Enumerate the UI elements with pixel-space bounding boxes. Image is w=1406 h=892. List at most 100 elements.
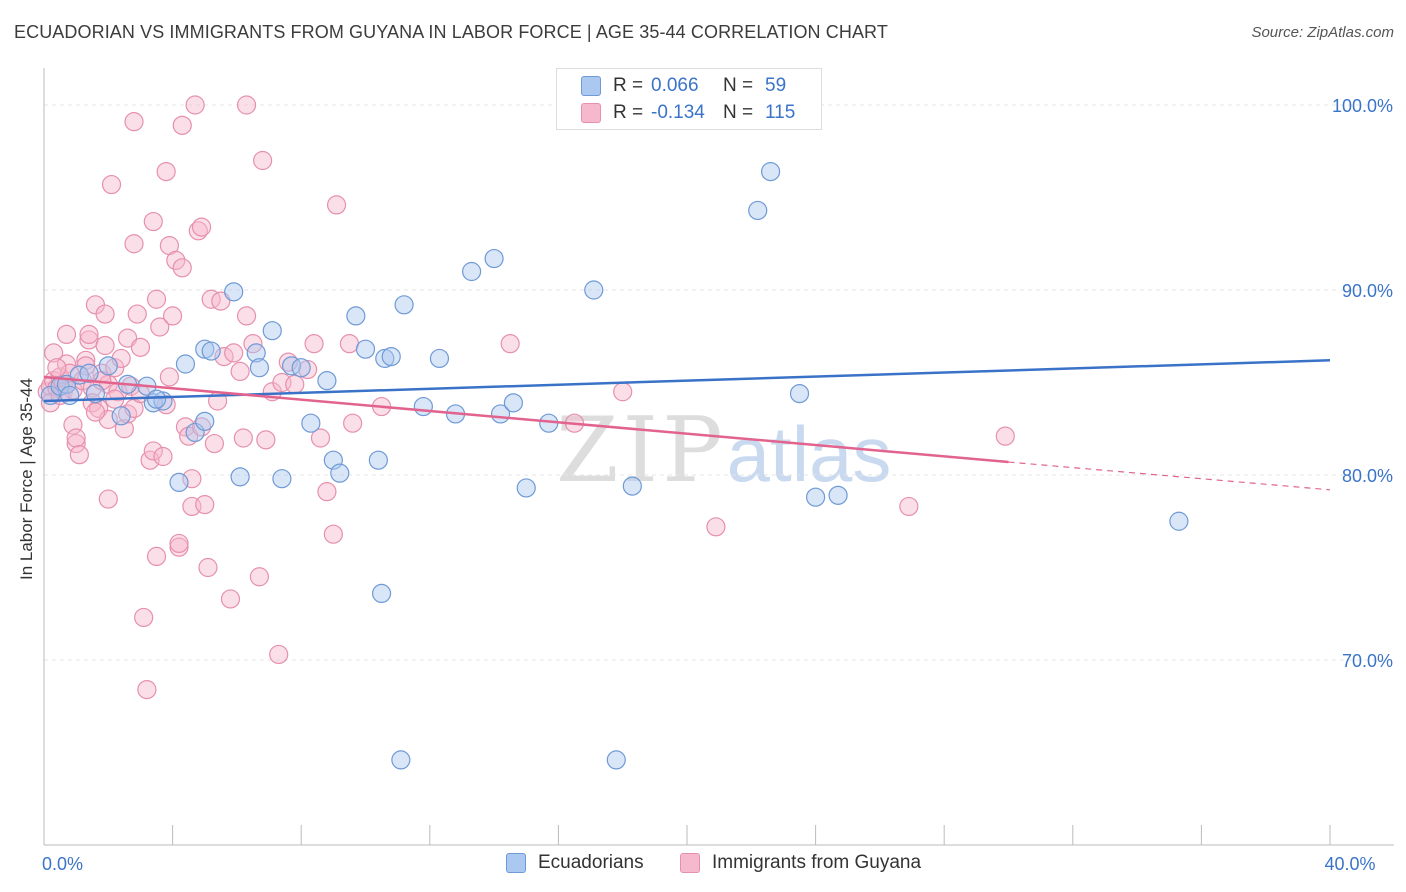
- series-guyana-points: [37, 95, 1015, 700]
- point-guyana: [323, 524, 343, 544]
- point-ecuadorians: [375, 348, 395, 369]
- point-ecuadorians: [291, 358, 311, 378]
- point-ecuadorians: [195, 411, 215, 431]
- point-guyana: [143, 211, 163, 232]
- point-ecuadorians: [355, 339, 376, 359]
- point-ecuadorians: [230, 467, 250, 487]
- watermark-zip: ZIP: [556, 398, 727, 503]
- point-guyana: [256, 430, 276, 450]
- point-ecuadorians: [317, 371, 337, 391]
- point-guyana: [995, 426, 1015, 446]
- grid-lines: [44, 104, 1394, 661]
- point-guyana: [198, 557, 218, 578]
- point-guyana: [169, 533, 189, 554]
- point-guyana: [236, 95, 257, 115]
- point-ecuadorians: [368, 450, 388, 470]
- point-guyana: [130, 337, 151, 357]
- axes: [43, 68, 1394, 846]
- point-guyana: [343, 413, 363, 433]
- legend-r-value-ecuadorians: 0.066: [651, 75, 699, 96]
- point-guyana: [105, 358, 125, 378]
- legend-item-guyana[interactable]: Immigrants from Guyana: [680, 852, 921, 874]
- trend-line-guyana: [43, 375, 1009, 464]
- point-ecuadorians: [262, 321, 282, 341]
- point-guyana: [204, 433, 224, 454]
- point-ecuadorians: [169, 472, 189, 492]
- tick-labels: 100.0% 90.0% 80.0% 70.0% 0.0% 40.0%: [42, 96, 1393, 874]
- legend-swatch-pink: [581, 103, 601, 123]
- point-guyana: [326, 195, 347, 215]
- point-guyana: [101, 174, 122, 195]
- point-guyana: [706, 517, 726, 537]
- point-ecuadorians: [224, 282, 244, 302]
- point-guyana: [127, 304, 147, 324]
- point-guyana: [339, 334, 360, 354]
- legend-r-value-guyana: -0.134: [651, 102, 705, 123]
- point-guyana: [156, 162, 176, 182]
- point-guyana: [172, 258, 192, 278]
- point-guyana: [150, 317, 170, 337]
- y-tick-label-90: 90.0%: [1342, 281, 1393, 301]
- point-guyana: [172, 115, 192, 135]
- watermark-atlas: atlas: [726, 410, 892, 498]
- point-guyana: [166, 250, 186, 270]
- legend-row-guyana: R = -0.134 N = 115: [581, 100, 795, 126]
- point-ecuadorians: [1169, 511, 1189, 531]
- point-ecuadorians: [622, 476, 642, 496]
- point-ecuadorians: [346, 306, 366, 326]
- point-guyana: [137, 679, 157, 700]
- correlation-legend: R = 0.066 N = 59 R = -0.134 N = 115: [556, 68, 822, 130]
- point-guyana: [182, 469, 202, 489]
- point-guyana: [134, 607, 154, 628]
- point-guyana: [304, 334, 324, 354]
- point-guyana: [143, 441, 163, 461]
- legend-row-ecuadorians: R = 0.066 N = 59: [581, 73, 786, 99]
- point-ecuadorians: [391, 750, 411, 770]
- point-ecuadorians: [98, 356, 118, 376]
- point-guyana: [82, 378, 102, 398]
- point-guyana: [47, 358, 67, 378]
- point-guyana: [298, 359, 318, 380]
- point-guyana: [95, 335, 115, 356]
- point-guyana: [98, 489, 118, 509]
- point-guyana: [201, 289, 221, 309]
- legend-swatch-blue: [506, 853, 526, 873]
- legend-swatch-pink: [680, 853, 700, 873]
- point-ecuadorians: [516, 478, 536, 498]
- legend-item-ecuadorians[interactable]: Ecuadorians: [506, 852, 644, 874]
- point-guyana: [317, 482, 337, 502]
- legend-r-label: R =: [613, 102, 644, 123]
- point-guyana: [899, 496, 919, 517]
- point-ecuadorians: [371, 583, 392, 604]
- legend-n-value-guyana: 115: [765, 102, 796, 123]
- point-ecuadorians: [584, 280, 604, 300]
- point-ecuadorians: [111, 406, 131, 426]
- point-ecuadorians: [461, 261, 482, 282]
- series-legend: Ecuadorians Immigrants from Guyana: [0, 852, 1406, 878]
- point-guyana: [224, 343, 244, 363]
- legend-label-guyana: Immigrants from Guyana: [712, 852, 922, 873]
- point-guyana: [146, 289, 167, 309]
- point-guyana: [124, 112, 144, 132]
- trend-line-guyana-extrapolated: [1008, 461, 1331, 491]
- point-guyana: [230, 361, 250, 381]
- x-tick-label-0: 0.0%: [42, 854, 83, 874]
- point-ecuadorians: [281, 356, 302, 376]
- point-ecuadorians: [748, 200, 768, 221]
- point-ecuadorians: [429, 348, 450, 369]
- point-ecuadorians: [272, 469, 292, 489]
- point-guyana: [66, 428, 86, 448]
- point-guyana: [79, 324, 99, 344]
- point-ecuadorians: [484, 248, 504, 269]
- point-guyana: [253, 150, 273, 171]
- y-tick-label-100: 100.0%: [1332, 96, 1393, 116]
- point-ecuadorians: [79, 363, 99, 383]
- point-guyana: [613, 382, 633, 402]
- legend-swatch-blue: [581, 76, 601, 96]
- point-guyana: [310, 428, 331, 448]
- point-ecuadorians: [381, 347, 401, 367]
- legend-r-label: R =: [613, 75, 644, 96]
- point-ecuadorians: [146, 389, 167, 409]
- point-ecuadorians: [195, 339, 215, 359]
- legend-n-label: N =: [723, 75, 754, 96]
